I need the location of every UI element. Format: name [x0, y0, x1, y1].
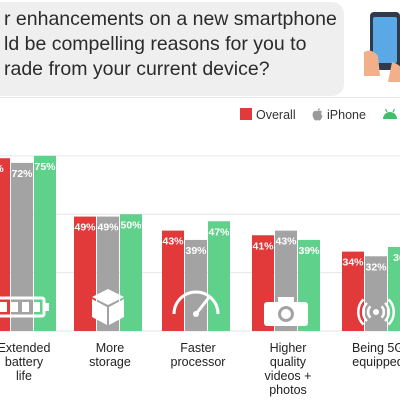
apple-icon: [312, 108, 323, 121]
question-line-3: rade from your current device?: [4, 58, 270, 80]
value-label-2-0: 43%: [162, 236, 184, 248]
category-label-line: Higher: [269, 341, 307, 355]
bar-2-0: [162, 230, 184, 331]
value-label-3-1: 43%: [275, 236, 297, 248]
smartphone-hand-icon: [364, 12, 400, 82]
category-label-3: Higher quality videos + photos: [248, 341, 328, 397]
category-label-1: More storage: [70, 341, 150, 369]
value-label-3-0: 41%: [252, 240, 274, 252]
bar-4-2: [388, 246, 400, 331]
legend-item-android: [382, 108, 398, 122]
speedometer-icon: [172, 290, 220, 317]
category-label-4: Being 5G equipped: [338, 341, 400, 369]
bar-4-1: [365, 256, 387, 331]
value-label-0-1: 72%: [11, 168, 33, 180]
battery-icon: [0, 296, 49, 318]
category-label-line: More: [95, 341, 125, 355]
question-line-1: r enhancements on a new smartphone: [4, 8, 337, 30]
legend-item-overall: Overall: [240, 108, 296, 122]
value-label-0-2: 75%: [34, 161, 56, 173]
signal-icon: [357, 298, 395, 326]
value-label-1-0: 49%: [74, 222, 96, 234]
value-label-4-2: 36: [393, 252, 400, 264]
value-label-0-0: %: [0, 163, 4, 175]
category-label-2: Faster processor: [158, 341, 238, 369]
legend-label-iphone: iPhone: [327, 108, 366, 122]
category-label-0: Extended battery life: [0, 341, 64, 383]
legend-label-overall: Overall: [256, 108, 296, 122]
category-label-line: life: [16, 369, 32, 383]
bar-1-0: [74, 216, 96, 331]
value-label-4-1: 32%: [365, 261, 387, 273]
bar-0-2: [34, 155, 56, 331]
category-label-line: equipped: [352, 355, 400, 369]
category-label-line: photos: [269, 383, 307, 397]
legend-item-iphone: iPhone: [312, 108, 366, 122]
value-label-2-2: 47%: [208, 226, 230, 238]
legend: Overall iPhone: [234, 106, 400, 128]
question-box: r enhancements on a new smartphone ld be…: [0, 2, 344, 96]
bar-0-1: [11, 162, 33, 331]
value-label-4-0: 34%: [342, 257, 364, 269]
red-square-icon: [240, 108, 252, 120]
value-label-3-2: 39%: [298, 245, 320, 257]
question-line-2: ld be compelling reasons for you to: [4, 33, 307, 55]
value-label-1-2: 50%: [120, 219, 142, 231]
category-label-line: storage: [89, 355, 131, 369]
box-icon: [92, 289, 124, 325]
value-label-1-1: 49%: [97, 222, 119, 234]
camera-icon: [264, 297, 308, 326]
category-label-line: processor: [170, 355, 226, 369]
category-label-line: videos +: [264, 369, 312, 383]
value-label-2-1: 39%: [185, 245, 207, 257]
bar-1-2: [120, 214, 142, 331]
category-label-line: Faster: [180, 341, 216, 355]
category-label-line: Extended: [0, 341, 51, 355]
android-icon: [383, 108, 397, 119]
bar-0-0: [0, 158, 10, 331]
category-label-line: battery: [4, 355, 44, 369]
bar-1-1: [97, 216, 119, 331]
category-label-line: Being 5G: [351, 341, 400, 355]
category-label-line: quality: [269, 355, 307, 369]
bar-2-2: [208, 221, 230, 331]
